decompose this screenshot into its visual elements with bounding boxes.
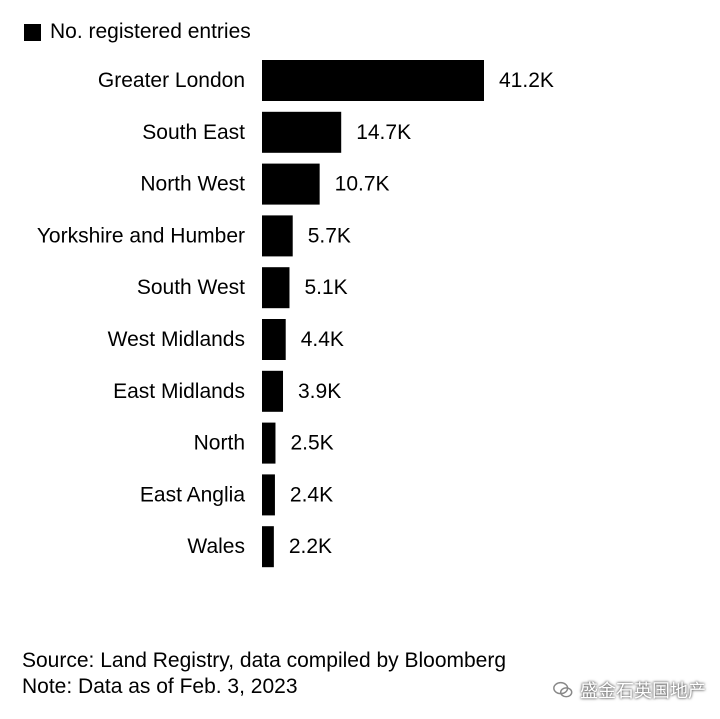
bar-west-midlands (262, 319, 286, 360)
data-note: Note: Data as of Feb. 3, 2023 (22, 675, 298, 698)
value-label-east-midlands: 3.9K (298, 380, 341, 403)
bar-south-west (262, 267, 290, 309)
category-label-north-west: North West (140, 173, 245, 196)
bar-wales (262, 526, 274, 568)
watermark-text: 盛金石英国地产 (580, 681, 706, 701)
category-label-east-anglia: East Anglia (140, 483, 245, 506)
bar-north-west (262, 163, 320, 205)
bar-east-anglia (262, 474, 275, 516)
value-label-yorkshire-and-humber: 5.7K (308, 224, 351, 247)
category-label-south-east: South East (142, 121, 245, 144)
legend-swatch (24, 23, 41, 41)
bar-north (262, 422, 276, 464)
source-note: Source: Land Registry, data compiled by … (22, 649, 507, 672)
category-label-west-midlands: West Midlands (108, 328, 245, 351)
legend-label: No. registered entries (50, 20, 251, 43)
value-label-south-east: 14.7K (356, 121, 411, 144)
value-label-south-west: 5.1K (304, 276, 347, 299)
bar-yorkshire-and-humber (262, 215, 293, 257)
category-label-greater-london: Greater London (98, 69, 245, 92)
category-label-wales: Wales (187, 535, 245, 558)
value-label-north-west: 10.7K (335, 173, 390, 196)
category-label-yorkshire-and-humber: Yorkshire and Humber (37, 224, 245, 247)
bar-chart: Greater London 41.2K South East 14.7K North … (37, 60, 554, 568)
wechat-icon (553, 681, 573, 698)
value-label-north: 2.5K (290, 432, 333, 455)
bar-greater-london (262, 60, 484, 101)
value-label-west-midlands: 4.4K (301, 328, 344, 351)
category-label-east-midlands: East Midlands (113, 380, 245, 403)
watermark: 盛金石英国地产 (552, 677, 706, 703)
category-label-north: North (194, 432, 245, 455)
value-label-wales: 2.2K (289, 535, 332, 558)
bar-south-east (262, 111, 342, 153)
value-label-east-anglia: 2.4K (290, 483, 333, 506)
category-label-south-west: South West (137, 276, 245, 299)
chart-footer: Source: Land Registry, data compiled by … (22, 648, 506, 700)
chart-legend: No. registered entries (24, 20, 251, 44)
value-label-greater-london: 41.2K (499, 69, 554, 92)
bar-east-midlands (262, 370, 284, 412)
